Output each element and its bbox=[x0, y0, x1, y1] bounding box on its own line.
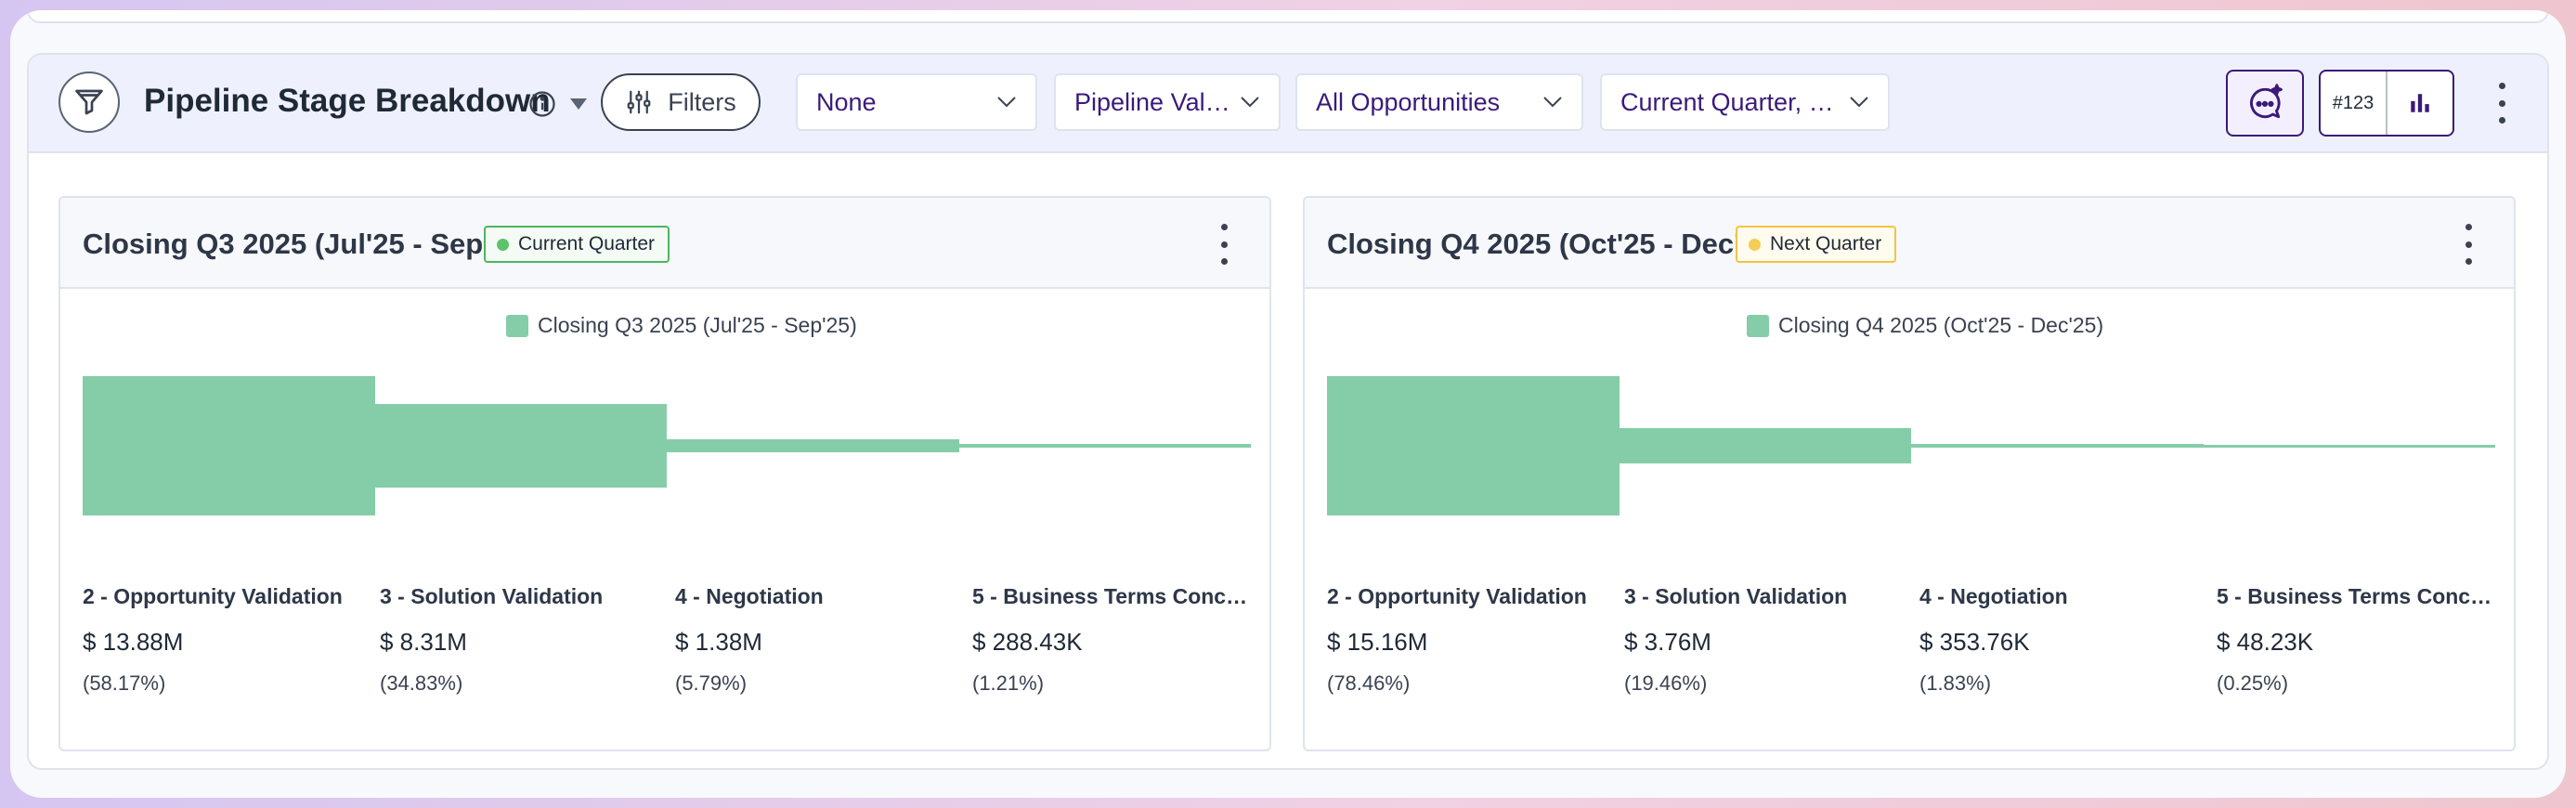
ai-chat-sparkle-icon bbox=[2250, 84, 2283, 119]
chevron-down-icon bbox=[1850, 97, 1868, 108]
current-quarter-badge: Current Quarter bbox=[484, 226, 670, 263]
pipeline-stage-widget: Pipeline Stage Breakdown Filters None bbox=[27, 53, 2549, 770]
stage-value: $ 15.16M bbox=[1327, 628, 1428, 656]
badge-label: Current Quarter bbox=[518, 233, 656, 254]
widget-header: Pipeline Stage Breakdown Filters None bbox=[29, 55, 2547, 153]
stage-name: 3 - Solution Validation bbox=[1624, 584, 1848, 608]
stage-item: 2 - Opportunity Validation $ 15.16M (78.… bbox=[1327, 584, 1606, 696]
stage-item: 5 - Business Terms Conclu... $ 288.43K (… bbox=[972, 584, 1251, 696]
view-toggle: #123 bbox=[2319, 70, 2454, 137]
card-title: Closing Q3 2025 (Jul'25 - Sep'25) bbox=[83, 228, 532, 260]
bar-chart-icon bbox=[2411, 94, 2429, 112]
group-by-value: None bbox=[816, 87, 877, 116]
legend-label: Closing Q3 2025 (Jul'25 - Sep'25) bbox=[538, 313, 857, 337]
measure-select[interactable]: Pipeline Value bbox=[1054, 73, 1281, 131]
card-more-menu-icon[interactable] bbox=[1217, 224, 1230, 265]
badge-label: Next Quarter bbox=[1770, 233, 1882, 254]
stage-percent: (0.25%) bbox=[2217, 671, 2289, 695]
card-header: Closing Q3 2025 (Jul'25 - Sep'25) Curren… bbox=[60, 198, 1269, 289]
chart-legend[interactable]: Closing Q3 2025 (Jul'25 - Sep'25) bbox=[506, 313, 857, 338]
funnel-bar[interactable] bbox=[1619, 428, 1911, 463]
number-view-toggle[interactable]: #123 bbox=[2321, 72, 2387, 135]
stage-value: $ 1.38M bbox=[675, 628, 762, 656]
stage-item: 2 - Opportunity Validation $ 13.88M (58.… bbox=[83, 584, 361, 696]
widget-more-menu-icon[interactable] bbox=[2495, 83, 2508, 124]
stage-name: 2 - Opportunity Validation bbox=[1327, 584, 1587, 608]
caret-down-icon[interactable] bbox=[569, 98, 588, 111]
stage-value: $ 13.88M bbox=[83, 628, 184, 656]
funnel-bar[interactable] bbox=[1327, 376, 1620, 515]
funnel-bar[interactable] bbox=[2203, 444, 2495, 448]
group-by-select[interactable]: None bbox=[796, 73, 1037, 131]
sliders-icon bbox=[627, 90, 651, 114]
chevron-down-icon bbox=[997, 97, 1016, 108]
stage-name: 4 - Negotiation bbox=[675, 584, 824, 608]
funnel-chart bbox=[83, 376, 1251, 515]
funnel-bar[interactable] bbox=[1911, 444, 2204, 448]
stage-name: 5 - Business Terms Conclu... bbox=[972, 584, 1251, 608]
stage-percent: (5.79%) bbox=[675, 671, 748, 695]
stage-value: $ 353.76K bbox=[1919, 628, 2030, 656]
stage-name: 4 - Negotiation bbox=[1919, 584, 2068, 608]
opportunity-scope-value: All Opportunities bbox=[1316, 87, 1501, 116]
funnel-icon bbox=[59, 72, 120, 133]
stage-value: $ 48.23K bbox=[2217, 628, 2314, 656]
widget-title: Pipeline Stage Breakdown bbox=[144, 83, 551, 119]
stage-item: 4 - Negotiation $ 1.38M (5.79%) bbox=[675, 584, 954, 696]
previous-widget-edge bbox=[27, 10, 2549, 23]
card-title: Closing Q4 2025 (Oct'25 - Dec'25) bbox=[1327, 228, 1783, 260]
stage-item: 5 - Business Terms Conclu... $ 48.23K (0… bbox=[2217, 584, 2495, 696]
chart-view-toggle[interactable] bbox=[2387, 72, 2452, 135]
stage-item: 4 - Negotiation $ 353.76K (1.83%) bbox=[1919, 584, 2198, 696]
quarter-card-q3: Closing Q3 2025 (Jul'25 - Sep'25) Curren… bbox=[59, 196, 1271, 751]
stage-value: $ 288.43K bbox=[972, 628, 1083, 656]
quarter-card-q4: Closing Q4 2025 (Oct'25 - Dec'25) Next Q… bbox=[1303, 196, 2516, 751]
stage-percent: (19.46%) bbox=[1624, 671, 1708, 695]
period-value: Current Quarter, Ne... bbox=[1620, 87, 1841, 116]
info-icon[interactable] bbox=[528, 90, 556, 118]
stage-percent: (1.21%) bbox=[972, 671, 1045, 695]
stage-name: 5 - Business Terms Conclu... bbox=[2217, 584, 2495, 608]
funnel-bar[interactable] bbox=[958, 444, 1251, 448]
stage-percent: (1.83%) bbox=[1919, 671, 1992, 695]
stage-name: 3 - Solution Validation bbox=[380, 584, 604, 608]
stage-value: $ 8.31M bbox=[380, 628, 467, 656]
funnel-chart bbox=[1327, 376, 2495, 515]
funnel-bar[interactable] bbox=[667, 438, 959, 453]
stage-value: $ 3.76M bbox=[1624, 628, 1711, 656]
chart-legend[interactable]: Closing Q4 2025 (Oct'25 - Dec'25) bbox=[1747, 313, 2103, 338]
stage-percent: (58.17%) bbox=[83, 671, 166, 695]
chevron-down-icon bbox=[1543, 97, 1562, 108]
funnel-bar[interactable] bbox=[374, 404, 667, 488]
legend-label: Closing Q4 2025 (Oct'25 - Dec'25) bbox=[1778, 313, 2104, 337]
stage-percent: (34.83%) bbox=[380, 671, 463, 695]
ai-chat-button[interactable] bbox=[2226, 70, 2304, 137]
filters-button[interactable]: Filters bbox=[601, 73, 761, 131]
status-dot-icon bbox=[497, 238, 509, 251]
legend-swatch bbox=[1747, 314, 1769, 337]
funnel-bar[interactable] bbox=[83, 376, 375, 515]
status-dot-icon bbox=[1749, 238, 1761, 251]
chevron-down-icon bbox=[1241, 97, 1259, 108]
card-more-menu-icon[interactable] bbox=[2462, 224, 2475, 265]
card-header: Closing Q4 2025 (Oct'25 - Dec'25) Next Q… bbox=[1305, 198, 2514, 289]
legend-swatch bbox=[506, 314, 528, 337]
stage-name: 2 - Opportunity Validation bbox=[83, 584, 343, 608]
stage-percent: (78.46%) bbox=[1327, 671, 1411, 695]
app-frame: Pipeline Stage Breakdown Filters None bbox=[10, 10, 2566, 798]
stage-item: 3 - Solution Validation $ 8.31M (34.83%) bbox=[380, 584, 658, 696]
opportunity-scope-select[interactable]: All Opportunities bbox=[1295, 73, 1583, 131]
period-select[interactable]: Current Quarter, Ne... bbox=[1600, 73, 1890, 131]
measure-value: Pipeline Value bbox=[1074, 87, 1232, 116]
next-quarter-badge: Next Quarter bbox=[1736, 226, 1897, 263]
filters-label: Filters bbox=[668, 87, 736, 116]
stage-item: 3 - Solution Validation $ 3.76M (19.46%) bbox=[1624, 584, 1903, 696]
